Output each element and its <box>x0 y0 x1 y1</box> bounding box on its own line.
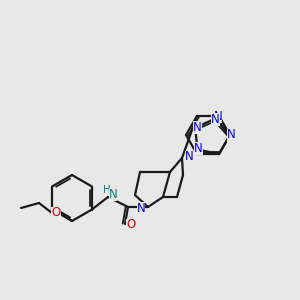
Text: H: H <box>103 185 111 195</box>
Text: N: N <box>226 128 236 142</box>
Text: N: N <box>184 151 194 164</box>
Text: N: N <box>194 142 203 155</box>
Text: N: N <box>193 121 202 134</box>
Text: N: N <box>211 113 220 126</box>
Text: N: N <box>214 110 222 123</box>
Text: N: N <box>109 188 117 200</box>
Text: O: O <box>51 206 61 220</box>
Text: O: O <box>126 218 136 232</box>
Text: N: N <box>136 202 146 214</box>
